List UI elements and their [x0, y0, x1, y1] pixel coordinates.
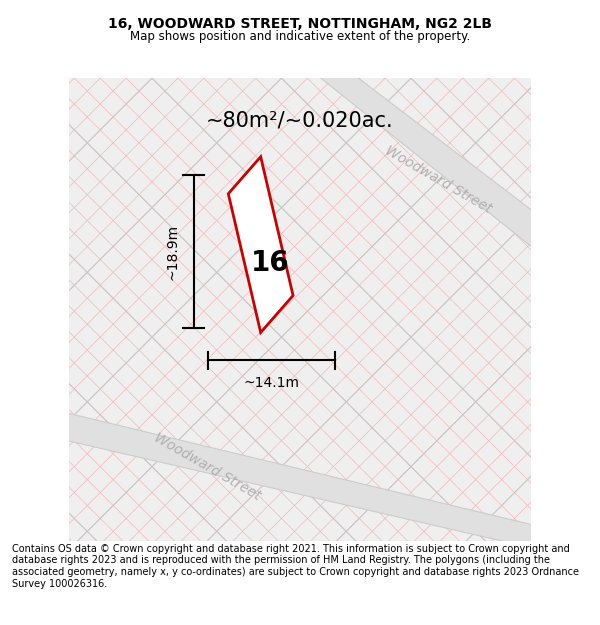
Polygon shape	[309, 69, 541, 254]
Polygon shape	[229, 157, 293, 332]
Text: 16: 16	[251, 249, 289, 277]
Text: ~18.9m: ~18.9m	[166, 224, 180, 279]
Text: Woodward Street: Woodward Street	[152, 431, 263, 503]
Text: ~80m²/~0.020ac.: ~80m²/~0.020ac.	[206, 111, 394, 131]
Text: Woodward Street: Woodward Street	[383, 144, 494, 216]
Text: 16, WOODWARD STREET, NOTTINGHAM, NG2 2LB: 16, WOODWARD STREET, NOTTINGHAM, NG2 2LB	[108, 18, 492, 31]
Text: Map shows position and indicative extent of the property.: Map shows position and indicative extent…	[130, 30, 470, 43]
Polygon shape	[59, 411, 541, 550]
Text: Contains OS data © Crown copyright and database right 2021. This information is : Contains OS data © Crown copyright and d…	[12, 544, 579, 589]
Text: ~14.1m: ~14.1m	[243, 376, 299, 391]
